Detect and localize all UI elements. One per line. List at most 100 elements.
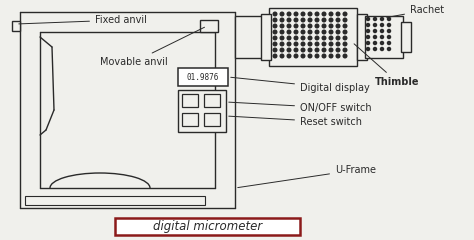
Text: Digital display: Digital display <box>231 77 370 93</box>
Circle shape <box>343 54 347 58</box>
Bar <box>204 113 220 126</box>
Text: ON/OFF switch: ON/OFF switch <box>229 102 372 113</box>
Circle shape <box>308 36 312 40</box>
Circle shape <box>343 12 347 16</box>
Bar <box>25 196 205 205</box>
Circle shape <box>308 18 312 22</box>
Circle shape <box>329 54 333 58</box>
Circle shape <box>381 24 383 27</box>
Circle shape <box>336 30 340 34</box>
Circle shape <box>374 24 376 27</box>
Circle shape <box>273 42 277 46</box>
Circle shape <box>329 30 333 34</box>
Circle shape <box>308 42 312 46</box>
Circle shape <box>287 30 291 34</box>
Text: Reset switch: Reset switch <box>229 116 362 127</box>
Circle shape <box>287 18 291 22</box>
Circle shape <box>301 48 305 52</box>
Circle shape <box>381 42 383 45</box>
Circle shape <box>273 24 277 28</box>
Circle shape <box>294 18 298 22</box>
Bar <box>182 94 198 107</box>
Circle shape <box>301 36 305 40</box>
Circle shape <box>287 48 291 52</box>
Circle shape <box>287 42 291 46</box>
Bar <box>365 16 403 58</box>
Bar <box>357 14 367 60</box>
Circle shape <box>287 24 291 28</box>
Circle shape <box>301 54 305 58</box>
Bar <box>178 90 226 132</box>
Circle shape <box>343 24 347 28</box>
Circle shape <box>387 36 391 39</box>
Circle shape <box>294 30 298 34</box>
Circle shape <box>381 18 383 21</box>
Circle shape <box>322 36 326 40</box>
Text: Rachet: Rachet <box>387 5 444 18</box>
Text: 01.9876: 01.9876 <box>187 72 219 82</box>
Circle shape <box>273 36 277 40</box>
Circle shape <box>329 42 333 46</box>
Circle shape <box>374 30 376 33</box>
Circle shape <box>374 48 376 51</box>
Circle shape <box>329 12 333 16</box>
Bar <box>261 14 271 60</box>
Circle shape <box>374 36 376 39</box>
Circle shape <box>315 18 319 22</box>
Circle shape <box>280 42 284 46</box>
Bar <box>182 113 198 126</box>
Circle shape <box>287 12 291 16</box>
Bar <box>12 21 20 31</box>
Bar <box>204 94 220 107</box>
Circle shape <box>322 48 326 52</box>
Circle shape <box>287 54 291 58</box>
Circle shape <box>294 54 298 58</box>
Circle shape <box>387 48 391 51</box>
Circle shape <box>343 30 347 34</box>
Circle shape <box>301 30 305 34</box>
Circle shape <box>336 24 340 28</box>
Circle shape <box>343 18 347 22</box>
Circle shape <box>322 18 326 22</box>
Circle shape <box>366 36 370 39</box>
Circle shape <box>273 18 277 22</box>
Circle shape <box>294 48 298 52</box>
Circle shape <box>273 48 277 52</box>
Circle shape <box>273 54 277 58</box>
Circle shape <box>322 54 326 58</box>
Circle shape <box>366 48 370 51</box>
Circle shape <box>301 24 305 28</box>
Bar <box>269 8 357 66</box>
Circle shape <box>308 24 312 28</box>
Circle shape <box>343 48 347 52</box>
Circle shape <box>294 42 298 46</box>
Circle shape <box>280 48 284 52</box>
Circle shape <box>329 36 333 40</box>
Circle shape <box>322 24 326 28</box>
Circle shape <box>294 12 298 16</box>
Circle shape <box>315 30 319 34</box>
Circle shape <box>366 24 370 27</box>
Circle shape <box>329 18 333 22</box>
Circle shape <box>336 48 340 52</box>
Circle shape <box>280 12 284 16</box>
Circle shape <box>294 36 298 40</box>
Circle shape <box>366 30 370 33</box>
Circle shape <box>322 42 326 46</box>
Text: Fixed anvil: Fixed anvil <box>19 15 147 25</box>
Circle shape <box>366 18 370 21</box>
Circle shape <box>280 36 284 40</box>
Circle shape <box>315 42 319 46</box>
Circle shape <box>301 18 305 22</box>
Text: U-Frame: U-Frame <box>238 165 376 188</box>
Circle shape <box>280 18 284 22</box>
Circle shape <box>315 36 319 40</box>
Circle shape <box>315 48 319 52</box>
Circle shape <box>381 30 383 33</box>
Bar <box>200 20 218 32</box>
Circle shape <box>315 24 319 28</box>
Circle shape <box>343 42 347 46</box>
Circle shape <box>280 54 284 58</box>
Circle shape <box>336 54 340 58</box>
Circle shape <box>381 36 383 39</box>
